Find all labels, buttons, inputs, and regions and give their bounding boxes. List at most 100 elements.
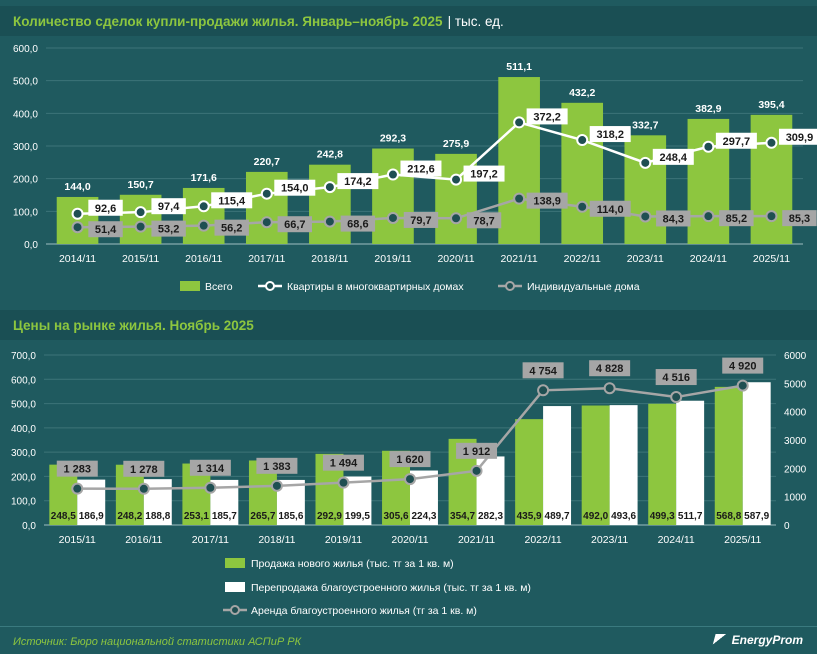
point-houses — [134, 220, 147, 233]
bar-resale — [742, 382, 771, 525]
bar-total-label: 275,9 — [443, 138, 469, 150]
point-apartments — [702, 140, 715, 153]
bar-resale-label: 199,5 — [345, 511, 370, 522]
label-rent: 1 314 — [197, 463, 225, 475]
chart2-svg: 0,0 100,0 200,0 300,0 400,0 500,0 600,0 700,0 0 1… — [11, 351, 807, 617]
point-houses — [576, 200, 589, 213]
label-apartments: 212,6 — [407, 164, 435, 176]
bar-new-housing — [515, 419, 544, 525]
x-tick-label: 2022/11 — [564, 253, 601, 265]
x-tick-label: 2025/11 — [724, 534, 761, 546]
label-apartments-bg — [274, 179, 316, 196]
label-rent: 1 912 — [463, 446, 491, 458]
x-tick-label: 2025/11 — [753, 253, 790, 265]
label-rent-bg — [56, 460, 98, 477]
label-apartments-bg — [337, 173, 379, 190]
point-apartments — [386, 168, 399, 181]
y-right-tick-label: 1000 — [784, 493, 807, 504]
label-apartments-bg — [88, 199, 123, 216]
bar-new-housing-label: 248,5 — [51, 511, 76, 522]
bar-total-label: 332,7 — [632, 119, 658, 131]
label-apartments: 154,0 — [281, 183, 309, 195]
bar-new-housing — [648, 403, 677, 525]
y-tick-label: 100,0 — [13, 207, 38, 218]
point-rent — [71, 482, 84, 495]
x-tick-label: 2016/11 — [125, 534, 162, 546]
bar-new-housing-label: 305,6 — [384, 511, 409, 522]
label-apartments: 197,2 — [470, 169, 498, 181]
x-tick-label: 2017/11 — [192, 534, 229, 546]
bar-new-housing — [581, 405, 610, 525]
bar-total-label: 511,1 — [506, 61, 532, 73]
bar-new-housing-label: 354,7 — [450, 511, 475, 522]
x-tick-label: 2019/11 — [325, 534, 362, 546]
x-tick-label: 2016/11 — [185, 253, 222, 265]
label-apartments: 297,7 — [723, 136, 751, 148]
point-rent — [736, 379, 749, 392]
label-apartments-bg — [400, 160, 442, 177]
label-houses: 68,6 — [347, 219, 368, 231]
point-rent — [404, 473, 416, 486]
x-tick-label: 2024/11 — [658, 534, 695, 546]
point-rent — [204, 481, 217, 494]
bar-new-housing-label: 492,0 — [583, 511, 608, 522]
label-houses: 66,7 — [284, 219, 305, 231]
label-houses: 79,7 — [410, 215, 431, 227]
label-houses-bg — [151, 220, 186, 237]
label-apartments-bg — [778, 128, 817, 145]
label-rent: 4 920 — [729, 361, 757, 373]
bar-new-housing-label: 568,8 — [716, 511, 741, 522]
x-tick-label: 2022/11 — [524, 534, 561, 546]
point-rent — [603, 382, 616, 395]
brand-logo-icon — [712, 634, 730, 646]
bar-resale-label: 185,7 — [212, 511, 237, 522]
bar-resale-label: 224,3 — [411, 511, 436, 522]
y-left-tick-label: 600,0 — [11, 375, 36, 386]
label-houses: 56,2 — [221, 223, 242, 235]
label-houses-bg — [526, 192, 568, 209]
legend-apartments-label: Квартиры в многоквартирных домах — [287, 281, 464, 293]
bar-new-housing-label: 248,2 — [117, 511, 142, 522]
label-houses: 51,4 — [95, 224, 117, 236]
y-right-tick-label: 5000 — [784, 379, 807, 390]
bar-new-housing — [714, 386, 743, 525]
label-houses: 85,2 — [726, 213, 747, 225]
y-left-tick-label: 700,0 — [11, 351, 36, 362]
bar-total-label: 382,9 — [695, 103, 721, 115]
y-tick-label: 0,0 — [24, 240, 38, 251]
label-apartments-bg — [151, 198, 186, 215]
label-apartments-bg — [652, 148, 694, 165]
point-apartments — [71, 207, 84, 220]
y-right-tick-label: 3000 — [784, 436, 807, 447]
bar-total-label: 292,3 — [380, 133, 406, 145]
footer: Источник: Бюро национальной статистики А… — [0, 626, 817, 654]
label-houses: 85,3 — [789, 213, 810, 225]
x-tick-label: 2020/11 — [391, 534, 428, 546]
label-houses: 53,2 — [158, 224, 179, 236]
label-rent-bg — [522, 362, 564, 379]
y-right-tick-label: 0 — [784, 521, 790, 532]
point-apartments — [639, 156, 652, 169]
label-houses-bg — [88, 221, 123, 238]
bar-new-housing-label: 499,3 — [650, 511, 675, 522]
x-tick-label: 2020/11 — [437, 253, 474, 265]
label-houses-bg — [277, 216, 312, 233]
label-houses: 84,3 — [663, 213, 684, 225]
label-rent-bg — [456, 442, 498, 459]
chart1-title-bar: Количество сделок купли-продажи жилья. Я… — [0, 6, 817, 36]
point-houses — [386, 211, 399, 224]
x-tick-label: 2024/11 — [690, 253, 727, 265]
label-houses-bg — [466, 212, 502, 229]
bar-resale-label: 587,9 — [744, 511, 769, 522]
y-tick-label: 300,0 — [13, 142, 38, 153]
label-apartments: 309,9 — [786, 132, 814, 144]
legend-new-swatch — [225, 558, 245, 568]
legend-houses-marker — [505, 281, 515, 291]
x-tick-label: 2023/11 — [627, 253, 664, 265]
point-apartments — [765, 136, 778, 149]
point-rent — [537, 384, 550, 397]
label-apartments-bg — [715, 132, 757, 149]
label-houses-bg — [214, 219, 249, 236]
point-houses — [513, 192, 526, 205]
y-right-tick-label: 6000 — [784, 351, 807, 362]
